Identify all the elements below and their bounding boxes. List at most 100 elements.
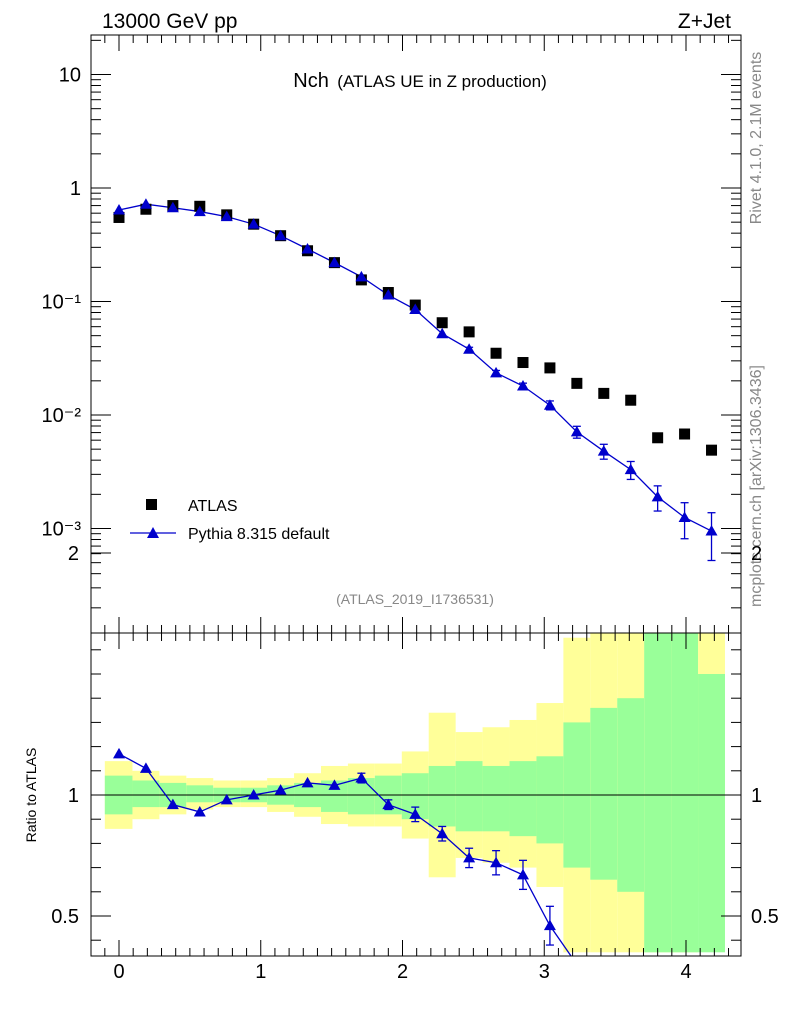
atlas-point — [463, 326, 475, 338]
atlas-point — [625, 394, 637, 406]
ratio-band-inner — [347, 778, 375, 815]
ratio-point — [139, 762, 152, 773]
atlas-point — [652, 432, 664, 444]
chart-title-main: Nch — [293, 70, 329, 92]
legend-marker-atlas — [146, 499, 157, 510]
ratio-ytick-label: 2 — [68, 543, 79, 565]
ratio-point — [274, 784, 287, 795]
ratio-xtick-label: 1 — [255, 961, 266, 983]
header-right: Z+Jet — [678, 10, 731, 33]
legend-label-atlas: ATLAS — [188, 498, 238, 515]
pythia-point — [193, 205, 206, 217]
pythia-point — [409, 303, 422, 315]
atlas-point — [571, 377, 583, 389]
pythia-point — [382, 289, 395, 300]
pythia-point — [570, 425, 583, 437]
ratio-point — [247, 789, 260, 800]
ratio-ytick-label: 0.5 — [51, 906, 79, 928]
ratio-xtick-label: 3 — [539, 961, 550, 983]
pythia-point — [705, 525, 718, 536]
ratio-point — [409, 808, 422, 819]
chart-title: Nch (ATLAS UE in Z production) — [293, 70, 546, 92]
pythia-point — [624, 463, 637, 475]
legend-label-pythia: Pythia 8.315 default — [188, 526, 330, 543]
ratio-band-inner — [455, 761, 483, 832]
pythia-point — [651, 490, 664, 502]
atlas-point — [490, 347, 502, 359]
atlas-point — [113, 211, 125, 223]
ratio-ytick-label-right: 1 — [751, 785, 762, 807]
pythia-point — [463, 343, 476, 354]
main-ytick-label: 10⁻¹ — [42, 292, 82, 314]
pythia-point — [247, 218, 260, 229]
chart-subtitle: (ATLAS UE in Z production) — [337, 72, 546, 91]
pythia-point — [166, 201, 179, 213]
ratio-ytick-label-right: 0.5 — [751, 906, 779, 928]
ratio-point — [220, 793, 233, 805]
pythia-point — [220, 210, 233, 222]
pythia-point — [678, 511, 691, 523]
ratio-point — [355, 772, 368, 783]
pythia-line — [118, 203, 712, 532]
ratio-frame — [90, 632, 742, 957]
ratio-band-inner — [698, 674, 725, 953]
header-left: 13000 GeV pp — [102, 10, 237, 33]
ratio-band-inner — [132, 780, 160, 808]
pythia-point — [516, 380, 529, 391]
ratio-point — [328, 779, 341, 790]
main-ytick-label: 1 — [70, 178, 81, 200]
main-axis-ticks: 10⁻³ 10⁻² 10⁻¹ 1 10 — [42, 35, 741, 633]
legend: ATLAS Pythia 8.315 default — [130, 498, 330, 543]
main-ytick-label: 10⁻³ — [42, 519, 82, 541]
atlas-point — [706, 444, 718, 456]
atlas-point — [140, 203, 152, 215]
ratio-point — [436, 827, 449, 839]
main-ytick-label: 10⁻² — [42, 405, 82, 427]
ratio-xtick-label: 0 — [113, 961, 124, 983]
ratio-band-inner — [482, 765, 510, 832]
ratio-series-group — [113, 747, 572, 956]
side-version: Rivet 4.1.0, 2.1M events — [748, 52, 765, 225]
main-ytick-label: 10 — [59, 65, 81, 87]
pythia-point — [543, 399, 556, 410]
main-series — [113, 198, 718, 562]
ratio-ylabel: Ratio to ATLAS — [23, 748, 39, 843]
legend-marker-pythia — [147, 527, 159, 538]
ratio-band-inner — [671, 633, 699, 953]
pythia-point — [274, 229, 287, 241]
ratio-point — [193, 805, 206, 817]
pythia-point — [490, 366, 503, 378]
ratio-series — [113, 747, 572, 956]
atlas-point — [436, 317, 448, 329]
ratio-panel: 0.5 0.5 1 1 2 2 0 1 2 3 4 Ratio to ATLAS — [23, 543, 779, 983]
analysis-label: (ATLAS_2019_I1736531) — [336, 591, 494, 607]
ratio-point — [113, 747, 125, 759]
ratio-bands — [104, 633, 725, 953]
ratio-band-inner — [536, 756, 564, 844]
ratio-point — [490, 856, 503, 868]
main-frame — [90, 34, 742, 634]
ratio-point — [166, 798, 179, 810]
ratio-band-inner — [509, 761, 537, 837]
ratio-xtick-label: 4 — [680, 961, 691, 983]
pythia-point — [328, 256, 341, 268]
pythia-point — [113, 203, 125, 215]
pythia-point — [597, 445, 610, 456]
ratio-band-inner — [644, 633, 672, 953]
ratio-point — [516, 868, 529, 880]
ratio-band-inner — [428, 765, 456, 827]
pythia-point — [436, 327, 449, 339]
ratio-ytick-label: 1 — [68, 785, 79, 807]
atlas-point — [679, 428, 691, 440]
atlas-point — [544, 362, 556, 374]
ratio-point — [301, 776, 314, 788]
ratio-ytick-label-right: 2 — [751, 543, 762, 565]
atlas-point — [598, 387, 610, 399]
ratio-point — [382, 798, 395, 810]
atlas-point — [517, 357, 529, 369]
pythia-point — [355, 270, 368, 282]
ratio-band-inner — [186, 785, 214, 803]
pythia-point — [139, 198, 152, 209]
ratio-point — [543, 919, 556, 931]
